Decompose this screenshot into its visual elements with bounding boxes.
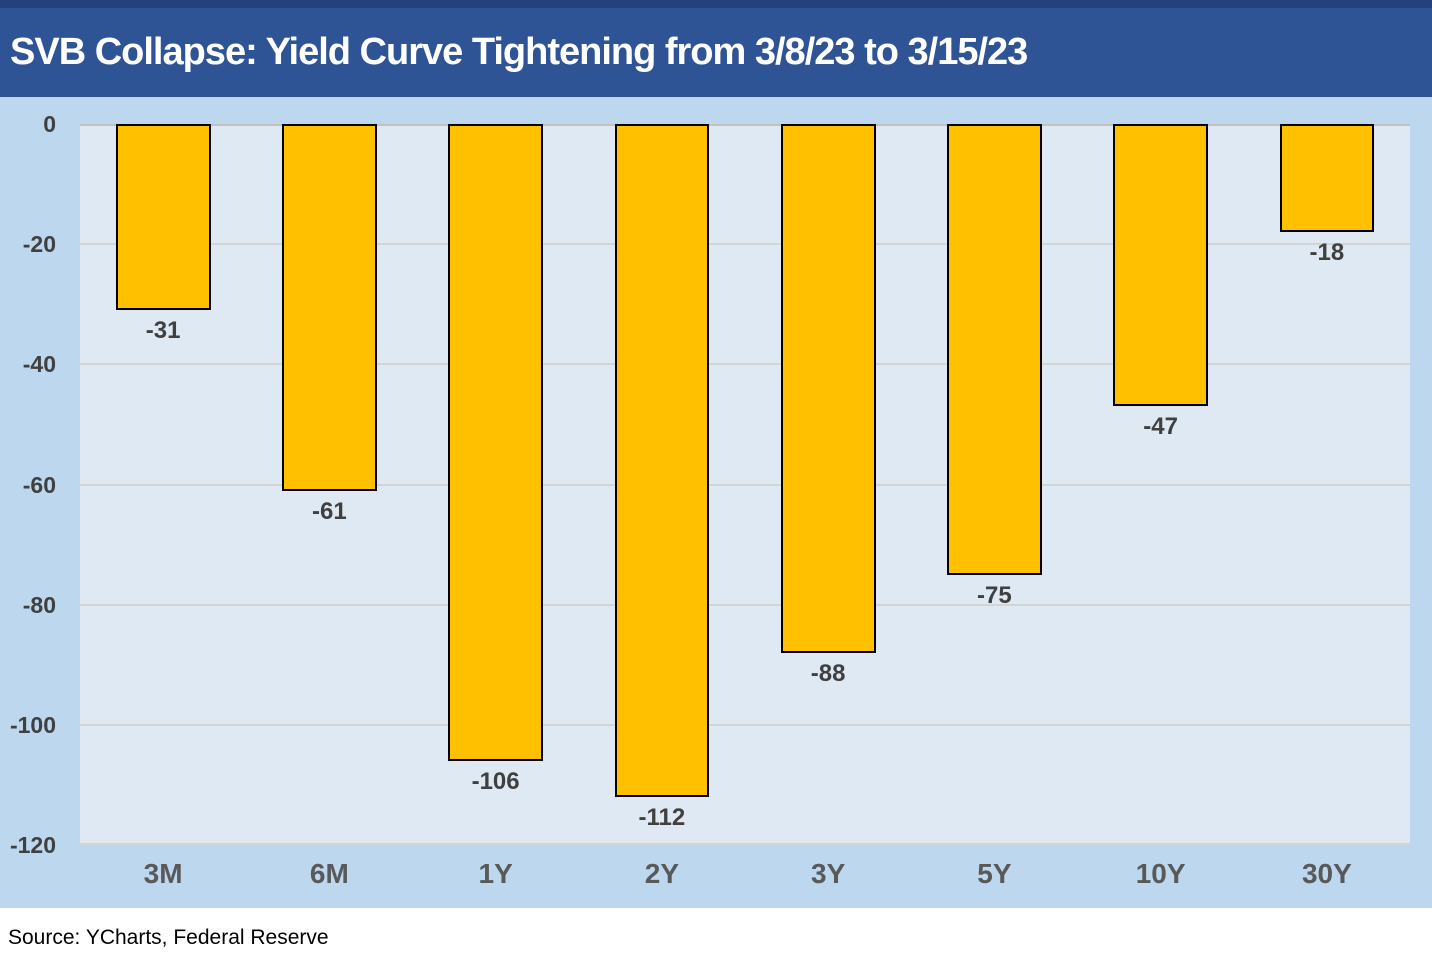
chart-header: SVB Collapse: Yield Curve Tightening fro… [0, 0, 1432, 97]
bar [115, 124, 211, 311]
bar-value-label: -47 [1143, 413, 1178, 441]
bar-value-label: -31 [145, 317, 181, 345]
bars-row: -31 -61 -106 -112 -88 -75 -47 -18 [80, 124, 1410, 845]
y-tick-label: -60 [22, 471, 56, 498]
bar [1279, 124, 1375, 233]
bar-slot: -88 [745, 124, 911, 845]
bar [780, 124, 876, 653]
plot-area: -31 -61 -106 -112 -88 -75 -47 -18 [80, 124, 1410, 845]
bar [947, 124, 1042, 575]
bar-slot: -47 [1078, 124, 1244, 845]
bar-slot: -75 [911, 124, 1077, 845]
gridline [80, 603, 1410, 606]
x-axis-label: 3M [143, 858, 183, 889]
y-tick-label: -40 [22, 351, 56, 378]
y-tick-label: -80 [22, 591, 56, 618]
bar-value-label: -18 [1309, 239, 1345, 267]
gridline [80, 483, 1410, 486]
y-tick-label: 0 [43, 111, 56, 137]
x-axis-label: 30Y [1301, 858, 1352, 889]
bar-slot: -31 [80, 124, 246, 845]
y-tick-label: -120 [9, 832, 56, 858]
bar-value-label: -106 [471, 767, 520, 795]
gridline [80, 363, 1410, 366]
bar [282, 124, 377, 491]
chart-area: -31 -61 -106 -112 -88 -75 -47 -18 0 -20 -40 -60 -80… [0, 97, 1432, 908]
x-axis-label: 3Y [811, 858, 846, 889]
gridline [80, 124, 1410, 126]
gridline [80, 723, 1410, 726]
bar-value-label: -75 [977, 581, 1012, 609]
bar [614, 124, 710, 797]
gridline [80, 843, 1410, 845]
y-tick-label: -100 [9, 711, 56, 738]
bar-value-label: -112 [638, 803, 686, 831]
x-axis-label: 2Y [644, 858, 679, 889]
bar [448, 124, 543, 761]
bar-slot: -61 [246, 124, 412, 845]
bar-value-label: -88 [810, 659, 846, 687]
bar-slot: -112 [579, 124, 745, 845]
x-axis-label: 10Y [1135, 858, 1186, 889]
x-axis-label: 5Y [977, 858, 1012, 889]
x-axis: 3M 6M 1Y 2Y 3Y 5Y 10Y 30Y [80, 852, 1410, 896]
source-text: Source: YCharts, Federal Reserve [8, 926, 329, 949]
x-axis-label: 1Y [478, 858, 513, 889]
page-title: SVB Collapse: Yield Curve Tightening fro… [10, 31, 1028, 73]
bar [1113, 124, 1208, 407]
x-axis-label: 6M [309, 858, 349, 889]
y-axis: 0 -20 -40 -60 -80 -100 -120 [0, 111, 56, 858]
y-tick-label: -20 [22, 231, 56, 258]
bar-value-label: -61 [312, 497, 347, 525]
bar-slot: -18 [1244, 124, 1410, 845]
source-bar: Source: YCharts, Federal Reserve [0, 908, 1432, 968]
bar-slot: -106 [413, 124, 579, 845]
gridline [80, 243, 1410, 246]
